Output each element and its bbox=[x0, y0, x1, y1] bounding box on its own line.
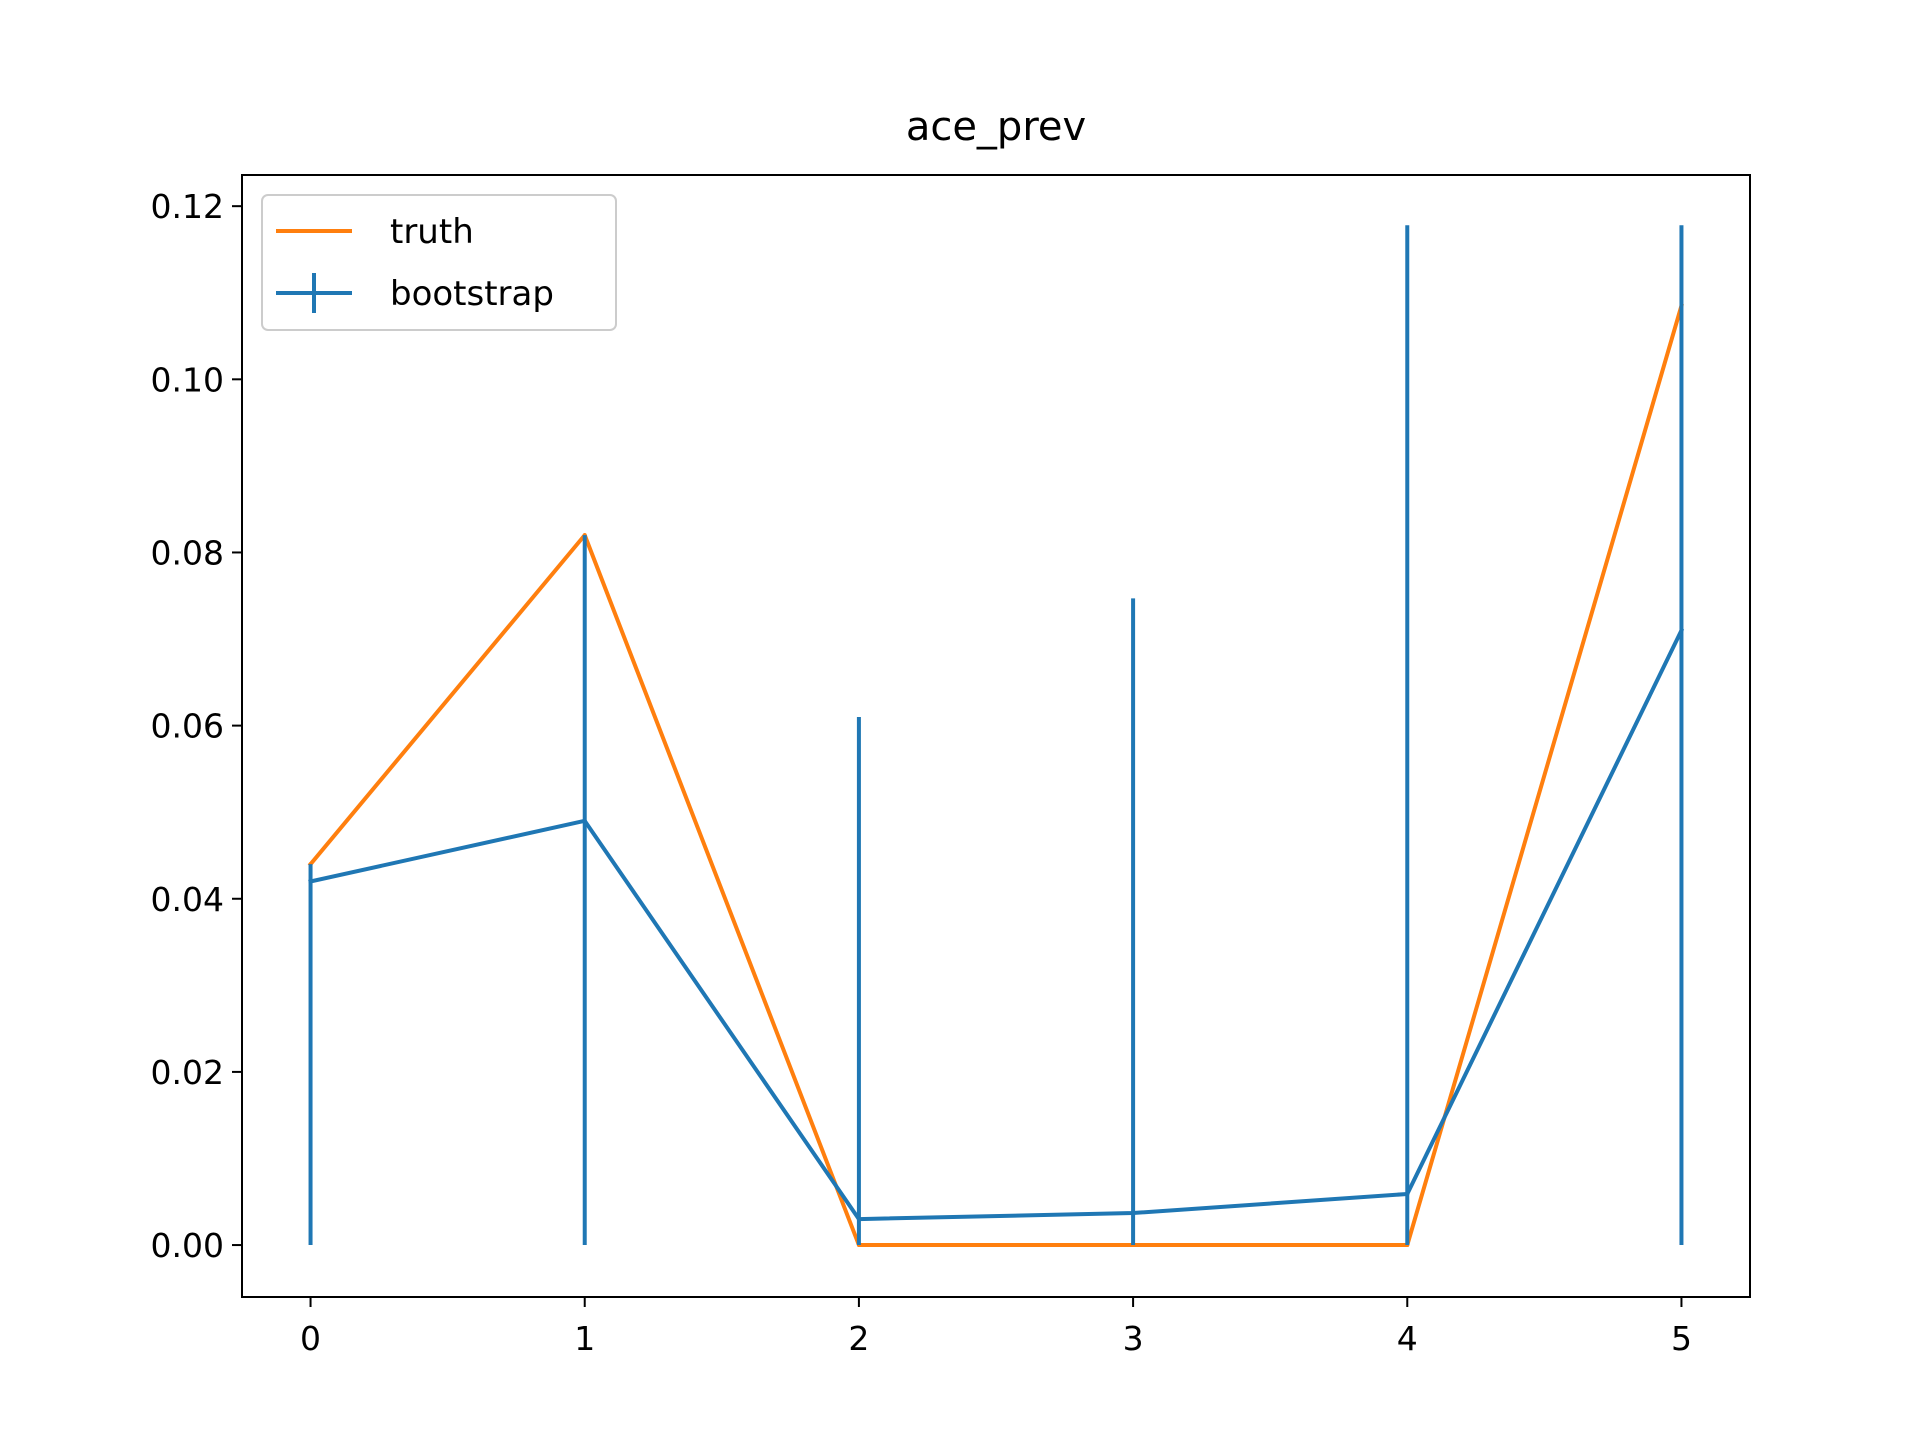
series-line-truth bbox=[307, 303, 1684, 1248]
chart-title: ace_prev bbox=[906, 104, 1086, 150]
y-tick-label: 0.08 bbox=[151, 533, 224, 572]
y-tick-label: 0.00 bbox=[151, 1226, 224, 1265]
data-point-bootstrap bbox=[1679, 628, 1684, 633]
x-tick-label: 4 bbox=[1397, 1319, 1418, 1358]
legend-label-bootstrap: bootstrap bbox=[390, 274, 554, 314]
data-point-bootstrap bbox=[1131, 1211, 1136, 1216]
plot-area: 0.00 0.02 0.04 0.06 0.08 0.10 0.12 0 1 2 3 4 5 bbox=[151, 174, 1751, 1358]
legend-label-truth: truth bbox=[390, 212, 474, 252]
y-tick-label: 0.10 bbox=[151, 360, 224, 399]
data-point-bootstrap bbox=[582, 818, 587, 823]
x-tick-label: 5 bbox=[1671, 1319, 1692, 1358]
data-point-bootstrap bbox=[856, 1217, 861, 1222]
data-point-bootstrap bbox=[1405, 1191, 1410, 1196]
y-tick-label: 0.02 bbox=[151, 1053, 224, 1092]
y-tick-label: 0.06 bbox=[151, 707, 224, 746]
axes-frame bbox=[241, 174, 1751, 1298]
data-point-bootstrap bbox=[308, 879, 313, 884]
y-tick-label: 0.12 bbox=[151, 187, 224, 226]
legend: truth bootstrap bbox=[261, 194, 617, 331]
x-tick-label: 3 bbox=[1123, 1319, 1144, 1358]
legend-box bbox=[261, 194, 617, 331]
y-tick-label: 0.04 bbox=[151, 880, 224, 919]
series-bootstrap bbox=[308, 225, 1685, 1246]
x-tick-label: 1 bbox=[574, 1319, 595, 1358]
series-line-bootstrap bbox=[308, 627, 1685, 1222]
x-tick-label: 2 bbox=[848, 1319, 869, 1358]
x-tick-label: 0 bbox=[300, 1319, 321, 1358]
